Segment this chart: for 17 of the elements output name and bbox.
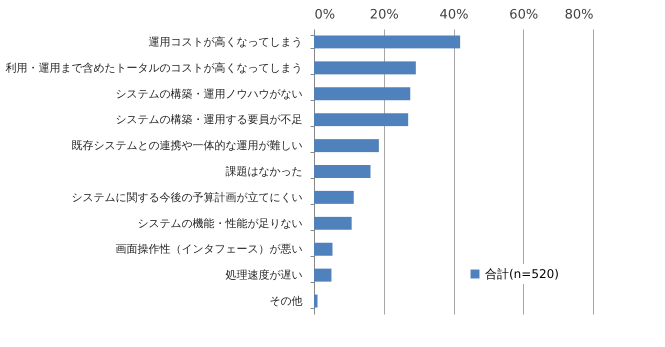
x-tick-label: 40% <box>440 8 468 22</box>
legend-label: 合計(n=520) <box>485 267 559 281</box>
x-tick-label: 0% <box>314 8 336 22</box>
y-tick-label: 利用・運用まで含めたトータルのコストが高くなってしまう <box>6 61 302 74</box>
y-tick-label: 処理速度が遅い <box>226 268 302 282</box>
y-tick-label: 運用コストが高くなってしまう <box>148 35 302 48</box>
x-tick-label: 60% <box>509 8 538 22</box>
y-tick-label: システムに関する今後の予算計画が立てにくい <box>72 190 302 204</box>
x-tick-label: 20% <box>370 8 399 22</box>
x-tick-label: 80% <box>564 8 594 22</box>
y-tick-label: 画面操作性（インタフェース）が悪い <box>116 242 302 256</box>
y-tick-label: 既存システムとの連携や一体的な運用が難しい <box>72 139 302 152</box>
y-tick-label: システムの構築・運用する要員が不足 <box>116 113 302 126</box>
y-tick-label: その他 <box>270 294 302 308</box>
y-tick-label: システムの構築・運用ノウハウがない <box>116 87 302 100</box>
y-tick-label: システムの機能・性能が足りない <box>138 216 302 230</box>
y-tick-label: 課題はなかった <box>226 165 302 178</box>
